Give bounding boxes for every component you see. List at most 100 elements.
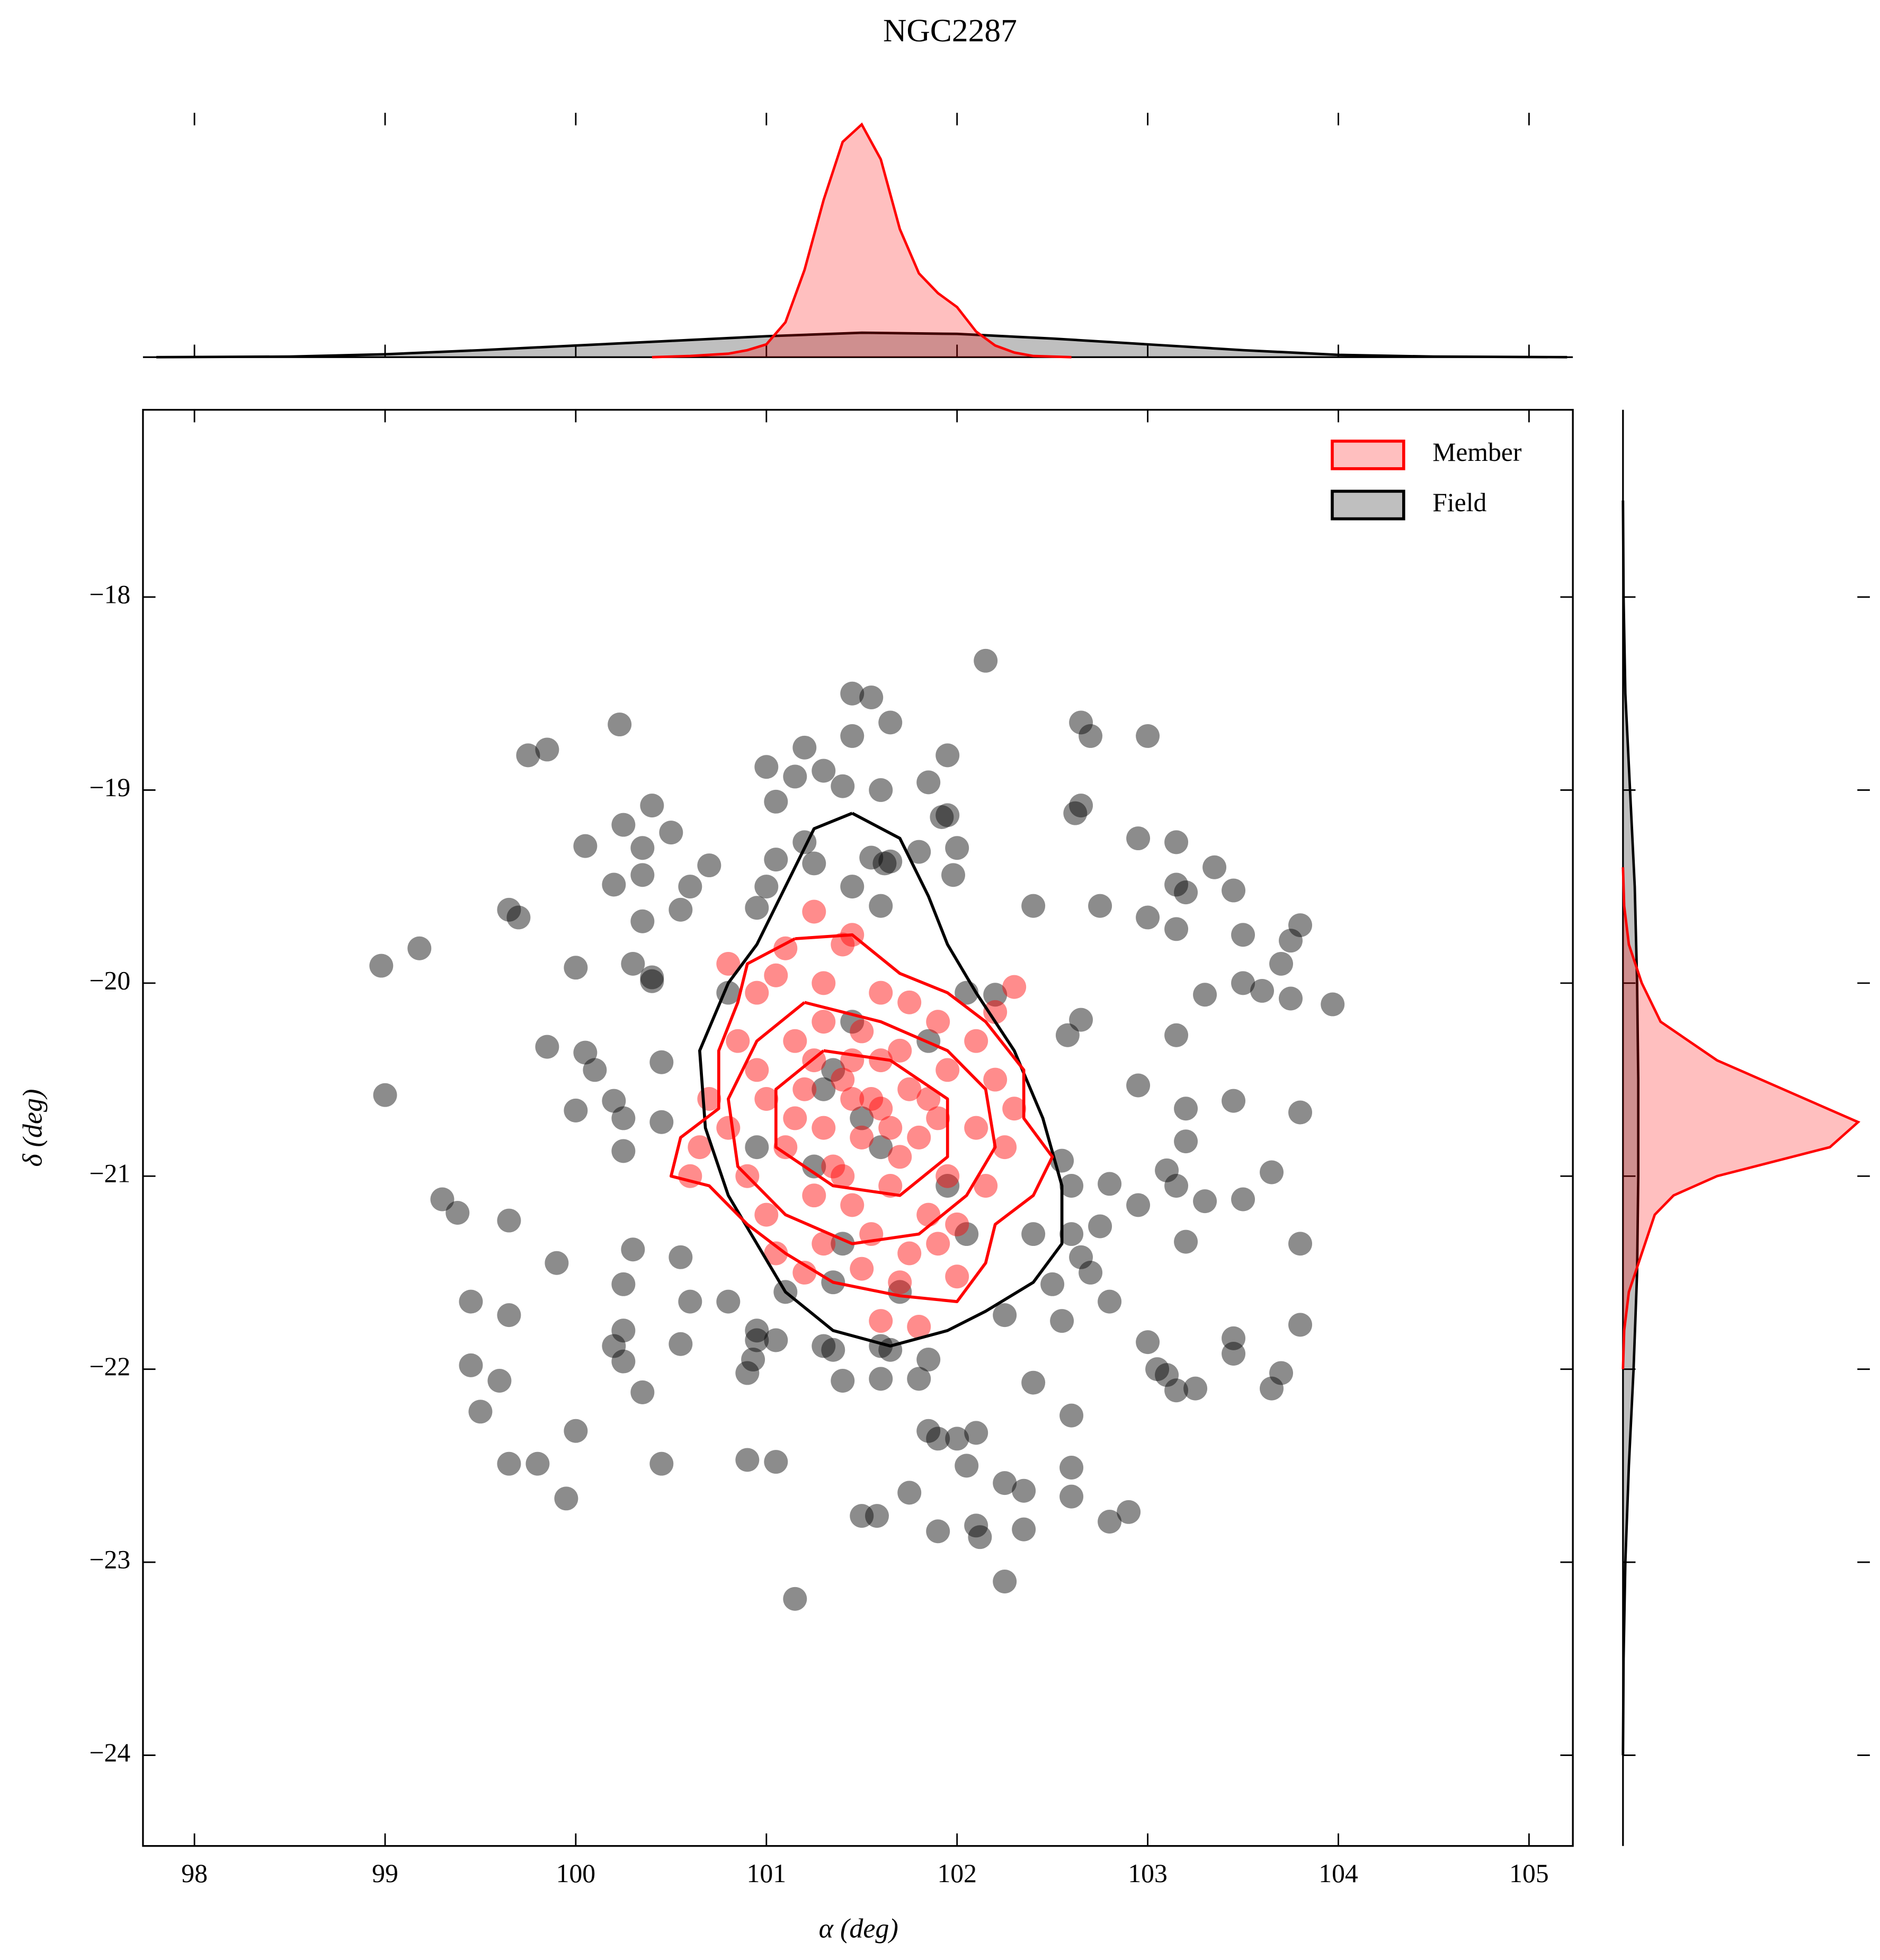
scatter-point [459, 1289, 483, 1314]
scatter-point [869, 1097, 893, 1121]
scatter-point [968, 1525, 992, 1549]
scatter-point [812, 971, 836, 995]
scatter-point [1222, 878, 1246, 903]
scatter-point [564, 1098, 588, 1122]
scatter-point [916, 1087, 941, 1111]
scatter-point [697, 853, 721, 878]
scatter-point [669, 1245, 693, 1269]
scatter-point [745, 1135, 769, 1160]
scatter-point [1002, 1097, 1027, 1121]
scatter-point [878, 849, 903, 874]
scatter-point [1069, 794, 1093, 818]
scatter-point [1079, 724, 1103, 748]
scatter-point [602, 1089, 626, 1113]
scatter-point [1288, 1100, 1313, 1125]
scatter-point [1088, 894, 1112, 918]
scatter-point [955, 1454, 979, 1478]
scatter-point [1288, 1232, 1313, 1256]
scatter-point [1117, 1500, 1141, 1524]
scatter-point [792, 1260, 817, 1285]
scatter-point [821, 1154, 845, 1179]
scatter-point [926, 1010, 950, 1034]
scatter-point [487, 1369, 512, 1393]
scatter-point [1079, 1260, 1103, 1285]
scatter-point [983, 1067, 1008, 1092]
x-tick-label: 104 [1318, 1859, 1358, 1888]
scatter-point [840, 1048, 865, 1073]
scatter-point [935, 1058, 960, 1082]
scatter-point [1193, 1189, 1217, 1214]
scatter-point [1174, 880, 1198, 905]
scatter-point [831, 1164, 855, 1188]
scatter-point [1231, 1187, 1255, 1211]
density-contour [669, 933, 1054, 1303]
scatter-point [945, 836, 969, 860]
scatter-point [792, 1077, 817, 1101]
scatter-point [535, 1035, 559, 1059]
scatter-point [1164, 1174, 1189, 1198]
scatter-point [783, 1106, 807, 1130]
scatter-point [764, 1328, 788, 1352]
scatter-point [1088, 1214, 1112, 1239]
scatter-point [745, 896, 769, 920]
scatter-point [764, 1450, 788, 1474]
scatter-point [993, 1570, 1017, 1593]
scatter-point [745, 981, 769, 1005]
scatter-point [926, 1427, 950, 1451]
scatter-point [840, 724, 865, 748]
scatter-point [840, 1087, 865, 1111]
scatter-point [812, 1232, 836, 1256]
legend-label: Member [1432, 438, 1522, 467]
scatter-point [611, 813, 636, 837]
scatter-point [916, 1419, 941, 1443]
legend-label: Field [1432, 488, 1486, 517]
scatter-point [506, 905, 531, 930]
scatter-point [1155, 1158, 1179, 1182]
scatter-point [1126, 1073, 1151, 1098]
scatter-point [802, 1183, 826, 1208]
scatter-point [941, 863, 965, 887]
scatter-point [1260, 1376, 1284, 1401]
scatter-point [1260, 1160, 1284, 1184]
scatter-point [888, 1270, 912, 1295]
scatter-point [983, 983, 1008, 1007]
scatter-point [926, 1519, 950, 1544]
scatter-point [630, 863, 655, 887]
scatter-point [1222, 1326, 1246, 1350]
scatter-point [726, 1029, 750, 1053]
scatter-point [1136, 905, 1160, 930]
scatter-point [1069, 710, 1093, 735]
scatter-point [935, 1174, 960, 1198]
scatter-point [773, 936, 798, 960]
scatter-point [916, 1347, 941, 1371]
scatter-point [783, 1587, 807, 1611]
scatter-point [907, 1367, 931, 1391]
scatter-point [745, 1318, 769, 1343]
scatter-point [468, 1400, 493, 1424]
scatter-point [926, 1106, 950, 1130]
scatter-point [764, 963, 788, 987]
scatter-point [602, 872, 626, 897]
scatter-point [640, 794, 664, 818]
scatter-point [640, 965, 664, 990]
scatter-point [649, 1110, 674, 1134]
scatter-point [869, 1309, 893, 1333]
scatter-point [583, 1058, 607, 1082]
scatter-point [916, 1202, 941, 1227]
kde-area [652, 124, 1072, 358]
scatter-point [608, 712, 632, 737]
kde-line [1621, 500, 1640, 1756]
axes-frame [142, 408, 1574, 1847]
scatter-point [754, 1087, 779, 1111]
scatter-point [812, 1334, 836, 1358]
scatter-point [630, 836, 655, 860]
scatter-point [1012, 1517, 1036, 1542]
scatter-point [735, 1361, 760, 1385]
scatter-point [1288, 1313, 1313, 1337]
kde-area [156, 333, 1567, 358]
scatter-point [935, 803, 960, 827]
scatter-point [878, 1338, 903, 1362]
scatter-point [1250, 978, 1275, 1003]
scatter-point [1040, 1272, 1065, 1296]
scatter-point [1002, 975, 1027, 999]
